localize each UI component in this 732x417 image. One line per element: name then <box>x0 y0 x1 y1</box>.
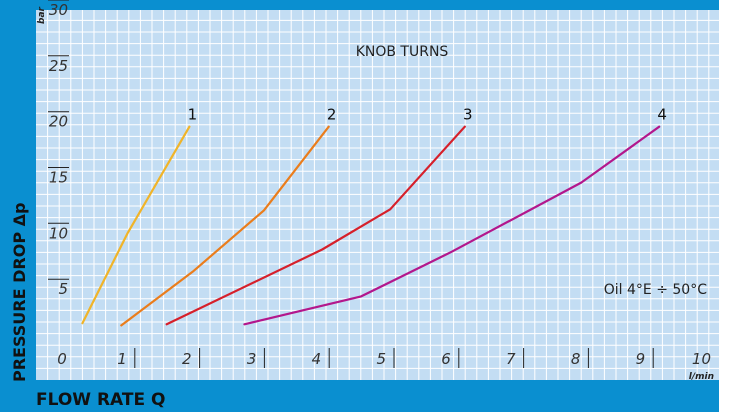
axis-ticks <box>48 0 654 368</box>
series-label-2: 2 <box>327 106 337 124</box>
x-axis-title: FLOW RATE Q <box>36 390 165 410</box>
labels: 5 10 15 20 25 30 0 1 2 3 4 5 6 7 8 9 10 bar l/min 1 2 3 4 KNOB … <box>10 1 714 410</box>
plot-background <box>36 10 719 380</box>
bottom-white-strip <box>0 412 732 417</box>
data-series <box>81 125 661 327</box>
series-line-1 <box>81 125 191 325</box>
y-tick-label-15: 15 <box>49 169 68 187</box>
x-tick-label-1: 1 <box>117 350 127 368</box>
y-tick-label-25: 25 <box>49 57 68 75</box>
y-tick-label-5: 5 <box>58 280 68 298</box>
x-tick-label-0: 0 <box>57 350 67 368</box>
y-unit-label: bar <box>37 6 47 24</box>
x-tick-label-3: 3 <box>247 350 257 368</box>
series-label-3: 3 <box>463 106 473 124</box>
x-tick-label-10: 10 <box>692 350 711 368</box>
x-tick-label-6: 6 <box>441 350 451 368</box>
chart-title: KNOB TURNS <box>356 44 449 60</box>
y-tick-label-30: 30 <box>49 1 68 19</box>
x-tick-label-8: 8 <box>571 350 581 368</box>
right-white-strip <box>719 0 732 417</box>
y-tick-label-20: 20 <box>49 113 68 131</box>
x-tick-label-5: 5 <box>376 350 386 368</box>
series-line-4 <box>243 125 661 326</box>
x-tick-label-7: 7 <box>506 350 516 368</box>
series-label-1: 1 <box>188 106 198 124</box>
y-axis-title: PRESSURE DROP Δp <box>10 203 29 382</box>
series-line-2 <box>120 125 330 327</box>
oil-annotation: Oil 4°E ÷ 50°C <box>604 282 707 298</box>
series-label-4: 4 <box>657 106 667 124</box>
y-tick-label-10: 10 <box>49 224 68 242</box>
x-tick-label-4: 4 <box>312 350 322 368</box>
series-line-3 <box>165 125 466 326</box>
x-unit-label: l/min <box>689 372 714 382</box>
x-tick-label-2: 2 <box>182 350 192 368</box>
x-tick-label-9: 9 <box>636 350 646 368</box>
